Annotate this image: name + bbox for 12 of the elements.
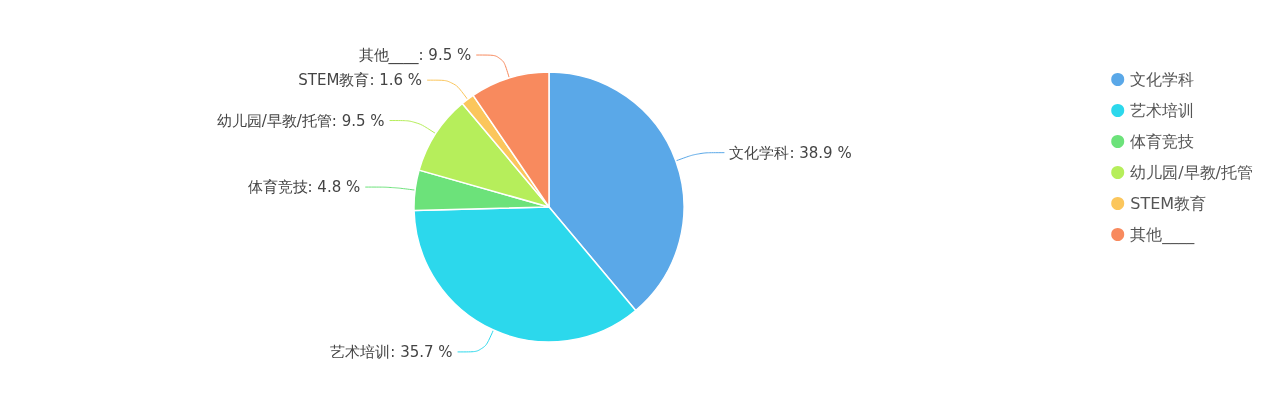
data-label: 艺术培训: 35.7 %: [330, 342, 453, 361]
data-label: STEM教育: 1.6 %: [298, 71, 423, 90]
data-label: 文化学科: 38.9 %: [729, 143, 852, 162]
legend-label: 文化学科: [1130, 70, 1195, 89]
legend-label: 其他____: [1130, 225, 1196, 245]
data-label: 体育竞技: 4.8 %: [247, 178, 361, 197]
data-label: 其他____: 9.5 %: [358, 46, 472, 66]
legend-label: STEM教育: [1130, 194, 1207, 213]
legend-label: 幼儿园/早教/托管: [1130, 163, 1253, 182]
data-label: 幼儿园/早教/托管: 9.5 %: [216, 111, 385, 130]
legend-label: 艺术培训: [1130, 101, 1195, 120]
legend-label: 体育竞技: [1130, 132, 1195, 151]
